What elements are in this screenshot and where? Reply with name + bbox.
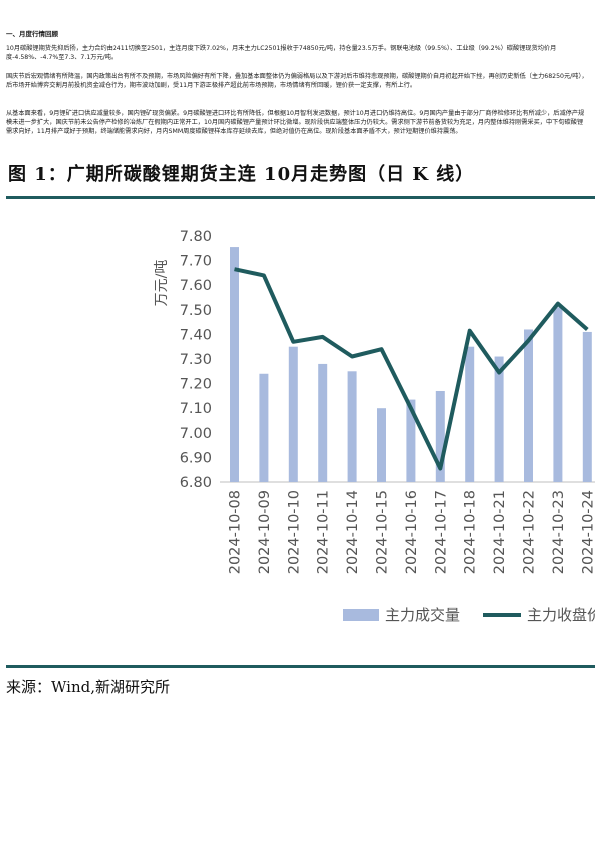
paragraph-macro-sentiment: 国庆节后宏观情绪有所降温，国内政策出台有所不及预期，市场风险偏好有所下降，叠加基… — [6, 73, 588, 90]
y-axis-ticks: 7.80 7.70 7.60 7.50 7.40 7.30 7.20 7.10 7.00 6.90… — [180, 229, 212, 491]
volume-bar — [259, 373, 269, 482]
source-note: 来源：Wind,新湖研究所 — [6, 678, 170, 696]
x-tick-label: 2024-10-24 — [580, 490, 595, 574]
y-tick-label: 6.90 — [180, 450, 212, 466]
y-tick-label: 7.00 — [180, 426, 212, 442]
y-tick-label: 7.50 — [180, 303, 212, 319]
volume-bar — [524, 329, 533, 482]
figure-title: 图 1：广期所碳酸锂期货主连 10月走势图（日 K 线） — [8, 164, 475, 185]
volume-bar — [347, 371, 357, 482]
x-tick-label: 2024-10-10 — [286, 490, 302, 574]
volume-bar — [465, 346, 475, 482]
y-tick-label: 6.80 — [180, 475, 212, 491]
x-tick-label: 2024-10-14 — [345, 490, 361, 574]
legend: 主力成交量 主力收盘价 — [343, 606, 595, 624]
x-tick-label: 2024-10-11 — [316, 490, 332, 574]
y-tick-label: 7.80 — [180, 229, 212, 245]
paragraph-fundamentals: 从基本面来看，9月锂矿进口供应减量较多，国内锂矿现货偏紧。9月碳酸锂进口环比有所… — [6, 110, 585, 136]
x-tick-label: 2024-10-22 — [522, 490, 538, 574]
volume-bar — [494, 356, 504, 482]
y-tick-label: 7.70 — [180, 254, 212, 270]
volume-bar — [435, 390, 445, 482]
figure-bottom-rule — [6, 665, 595, 668]
volume-bar — [377, 408, 386, 482]
x-tick-label: 2024-10-21 — [492, 490, 508, 574]
x-tick-label: 2024-10-18 — [463, 490, 479, 574]
volume-bar — [288, 346, 298, 482]
y-tick-label: 7.10 — [180, 401, 212, 417]
y-tick-label: 7.20 — [180, 377, 212, 393]
y-axis-label: 万元/吨 — [154, 260, 170, 307]
price-volume-chart: 7.80 7.70 7.60 7.50 7.40 7.30 7.20 7.10 7.00 6.90… — [154, 229, 595, 624]
legend-close-label: 主力收盘价 — [527, 606, 595, 624]
volume-bars — [230, 247, 592, 482]
legend-bar-swatch — [343, 609, 379, 621]
x-tick-label: 2024-10-16 — [404, 490, 420, 574]
x-tick-label: 2024-10-09 — [257, 490, 273, 574]
x-tick-label: 2024-10-17 — [433, 490, 449, 574]
x-axis-ticks: 2024-10-08 2024-10-09 2024-10-10 2024-10-11… — [228, 490, 595, 574]
volume-bar — [582, 331, 592, 482]
close-price-line — [234, 267, 589, 471]
paragraph-monthly-summary: 10月碳酸锂期货先抑后扬，主力合约由2411切换至2501，主连月度下跌7.02… — [6, 45, 557, 62]
y-tick-label: 7.40 — [180, 327, 212, 343]
section-title: 一、月度行情回顾 — [6, 30, 58, 38]
figure-top-rule — [6, 196, 595, 199]
x-tick-label: 2024-10-23 — [551, 490, 567, 574]
volume-bar — [318, 363, 328, 482]
volume-bar — [230, 247, 239, 482]
legend-volume-label: 主力成交量 — [385, 606, 460, 624]
x-tick-label: 2024-10-08 — [228, 490, 244, 574]
y-tick-label: 7.30 — [180, 352, 212, 368]
volume-bar — [406, 399, 416, 482]
y-tick-label: 7.60 — [180, 278, 212, 294]
volume-bar — [553, 307, 563, 482]
x-tick-label: 2024-10-15 — [375, 490, 391, 574]
